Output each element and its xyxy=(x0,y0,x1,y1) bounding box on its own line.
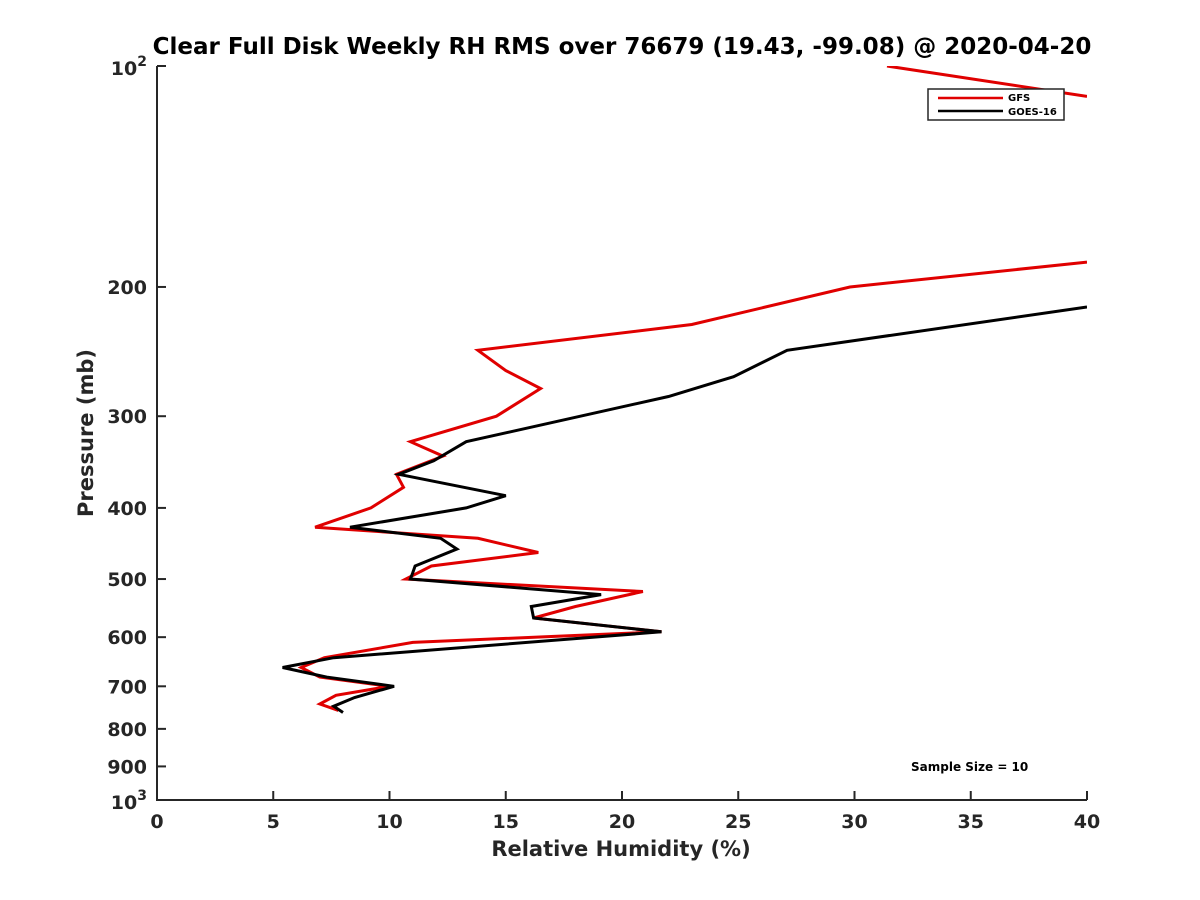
x-tick-label: 5 xyxy=(267,811,280,833)
x-tick-label: 25 xyxy=(725,811,751,833)
y-ticks: 102 200 300 400 500 600 700 800 900 103 xyxy=(107,54,166,814)
y-tick-label: 400 xyxy=(107,498,147,520)
x-axis-label: Relative Humidity (%) xyxy=(491,837,750,861)
x-tick-label: 30 xyxy=(841,811,867,833)
legend-label-goes16: GOES-16 xyxy=(1008,107,1057,118)
y-tick-label: 700 xyxy=(107,676,147,698)
plot-lines xyxy=(282,66,1087,714)
y-tick-label: 103 xyxy=(111,788,147,814)
x-tick-label: 35 xyxy=(958,811,984,833)
y-tick-label: 102 xyxy=(111,54,147,80)
x-tick-label: 0 xyxy=(150,811,163,833)
series-line-goes16-2 xyxy=(282,305,1087,714)
x-tick-label: 20 xyxy=(609,811,635,833)
legend: GFS GOES-16 xyxy=(927,88,1065,121)
x-tick-label: 40 xyxy=(1074,811,1100,833)
chart-title: Clear Full Disk Weekly RH RMS over 76679… xyxy=(153,34,1092,60)
axes xyxy=(156,66,1087,801)
y-tick-label: 800 xyxy=(107,719,147,741)
y-tick-label: 200 xyxy=(107,277,147,299)
legend-box xyxy=(927,88,1065,121)
y-tick-label: 600 xyxy=(107,627,147,649)
x-tick-label: 15 xyxy=(493,811,519,833)
y-tick-label: 300 xyxy=(107,406,147,428)
legend-label-gfs: GFS xyxy=(1008,93,1030,104)
series-line-gfs-1 xyxy=(297,260,1087,712)
x-ticks: 0 5 10 15 20 25 30 35 40 xyxy=(150,791,1100,833)
y-tick-label: 500 xyxy=(107,569,147,591)
y-tick-label: 900 xyxy=(107,756,147,778)
x-tick-label: 10 xyxy=(376,811,402,833)
y-axis-label: Pressure (mb) xyxy=(74,349,98,517)
sample-size-annotation: Sample Size = 10 xyxy=(911,760,1028,774)
